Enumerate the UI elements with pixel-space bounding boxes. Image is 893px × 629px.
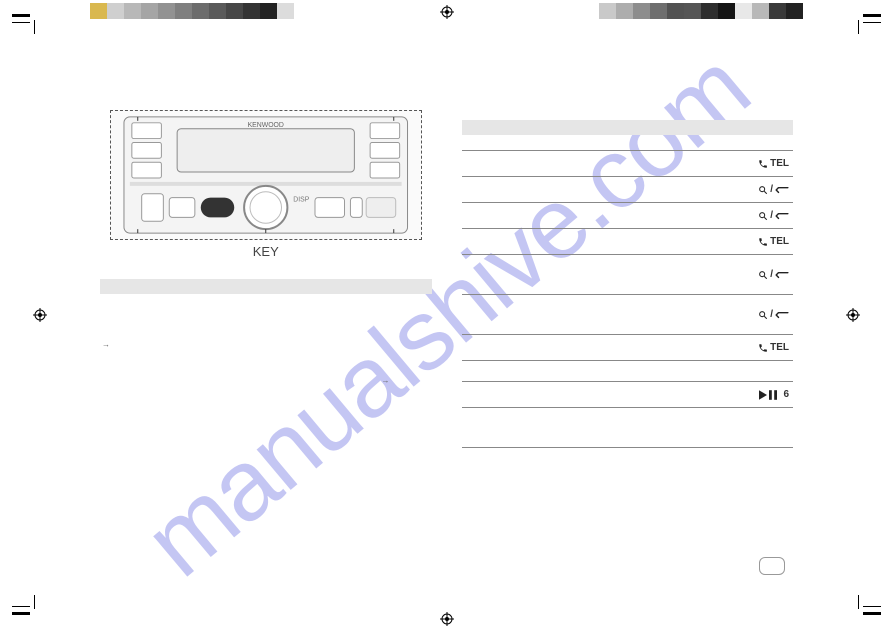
return-icon [775,270,789,280]
fold-mark-tr [855,14,881,34]
registration-mark-bottom [440,612,454,626]
section-heading-bar-right [462,120,794,135]
phone-icon [758,159,768,169]
brand-label: KENWOOD [248,122,284,129]
registration-mark-top [440,5,454,19]
phone-icon [758,343,768,353]
steps-table-2: 6 [462,381,794,448]
paragraph-2 [102,357,430,369]
table-row: / [462,203,794,229]
registration-mark-left [33,308,47,322]
steps-table-1: TEL / / TEL / / TEL [462,150,794,361]
page-number-box [759,557,785,575]
table-row [462,408,794,448]
table-row: TEL [462,229,794,255]
table-row: TEL [462,151,794,177]
table-row: / [462,177,794,203]
play-icon [759,390,767,400]
paragraph-arrow-1: → [102,339,430,351]
left-column: KENWOOD DISP [100,60,432,579]
pause-icon [769,390,777,400]
phone-icon [758,237,768,247]
tel-icon-label: TEL [758,342,789,353]
search-back-icon: / [758,210,789,221]
right-column: TEL / / TEL / / TEL 6 [462,60,794,579]
table-row: TEL [462,335,794,361]
section-heading-bar-left [100,279,432,294]
fold-mark-bl [12,595,38,615]
calibration-strip-right [599,3,803,19]
magnify-icon [758,310,768,320]
paragraph-arrow-2: → [102,375,430,387]
magnify-icon [758,185,768,195]
registration-mark-right [846,308,860,322]
return-icon [775,211,789,221]
page-content: KENWOOD DISP [100,60,793,579]
tel-icon-label: TEL [758,236,789,247]
key-caption: KEY [100,244,432,259]
tel-icon-label: TEL [758,158,789,169]
svg-text:DISP: DISP [293,197,309,204]
paragraph-1 [102,309,430,333]
table-row: / [462,255,794,295]
return-icon [775,310,789,320]
play-pause-label: 6 [759,389,789,400]
search-back-icon: / [758,309,789,320]
paragraph-3 [102,393,430,429]
table-row: 6 [462,382,794,408]
search-back-icon: / [758,269,789,280]
search-back-icon: / [758,184,789,195]
return-icon [775,185,789,195]
magnify-icon [758,270,768,280]
magnify-icon [758,211,768,221]
head-unit-illustration: KENWOOD DISP [110,110,422,240]
table-row: / [462,295,794,335]
calibration-strip-left [90,3,294,19]
fold-mark-br [855,595,881,615]
fold-mark-tl [12,14,38,34]
